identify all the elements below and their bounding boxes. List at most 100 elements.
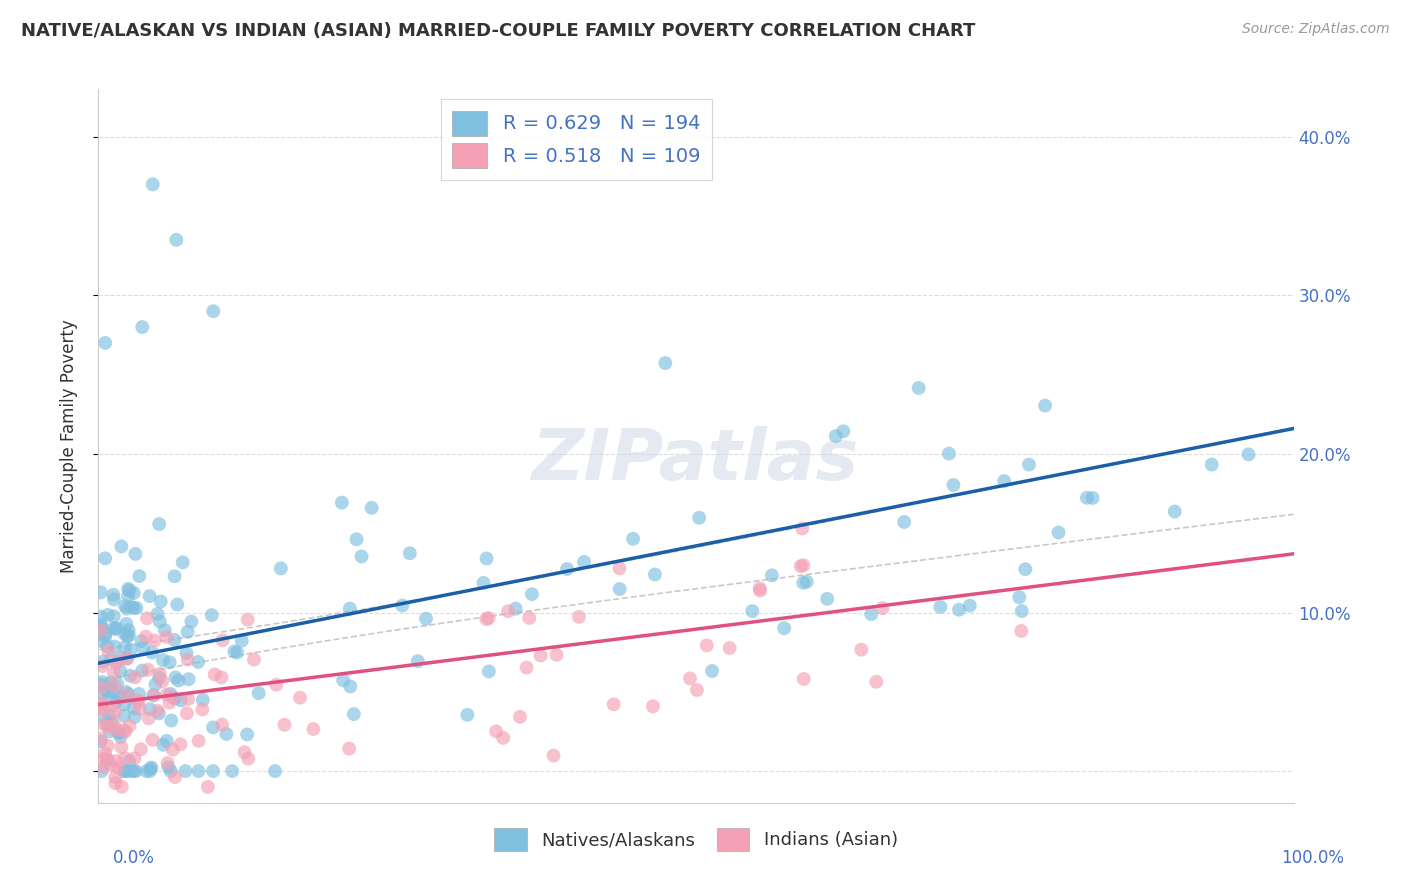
Point bbox=[104, 706, 127, 720]
Point bbox=[94, 683, 117, 698]
Point bbox=[202, 720, 225, 734]
Point bbox=[159, 764, 181, 778]
Point bbox=[360, 500, 382, 515]
Point bbox=[938, 447, 960, 461]
Point bbox=[492, 731, 515, 745]
Point bbox=[174, 764, 197, 778]
Point bbox=[105, 621, 128, 635]
Point bbox=[90, 609, 112, 624]
Point bbox=[141, 732, 163, 747]
Point bbox=[115, 616, 138, 631]
Point bbox=[330, 496, 353, 510]
Point bbox=[163, 632, 186, 647]
Point bbox=[100, 652, 122, 666]
Point bbox=[415, 612, 437, 626]
Point bbox=[302, 722, 325, 736]
Point bbox=[187, 764, 209, 778]
Point bbox=[215, 727, 238, 741]
Point bbox=[157, 760, 180, 774]
Point bbox=[139, 764, 162, 778]
Point bbox=[96, 752, 118, 766]
Point bbox=[94, 630, 117, 644]
Point bbox=[202, 304, 225, 318]
Point bbox=[90, 734, 112, 748]
Point bbox=[948, 603, 970, 617]
Point bbox=[94, 712, 117, 726]
Point bbox=[176, 706, 198, 721]
Point bbox=[1201, 458, 1223, 472]
Point bbox=[94, 626, 117, 640]
Point bbox=[156, 734, 179, 748]
Point bbox=[146, 607, 169, 621]
Point bbox=[153, 624, 176, 638]
Point bbox=[90, 585, 112, 599]
Point bbox=[1081, 491, 1104, 505]
Point bbox=[149, 667, 172, 681]
Point bbox=[929, 599, 952, 614]
Point bbox=[108, 689, 131, 703]
Point bbox=[1164, 504, 1187, 518]
Point bbox=[100, 675, 122, 690]
Point bbox=[118, 754, 141, 768]
Point bbox=[247, 686, 270, 700]
Point bbox=[129, 742, 152, 756]
Point bbox=[187, 655, 209, 669]
Point bbox=[1014, 562, 1036, 576]
Point bbox=[231, 633, 253, 648]
Point bbox=[141, 760, 163, 774]
Point bbox=[125, 764, 148, 778]
Point bbox=[105, 689, 128, 703]
Point bbox=[686, 683, 709, 698]
Point bbox=[568, 610, 591, 624]
Point bbox=[149, 594, 172, 608]
Point bbox=[224, 644, 246, 658]
Legend: Natives/Alaskans, Indians (Asian): Natives/Alaskans, Indians (Asian) bbox=[486, 821, 905, 858]
Point bbox=[520, 587, 543, 601]
Point bbox=[91, 760, 114, 774]
Point bbox=[202, 764, 225, 778]
Point bbox=[942, 478, 965, 492]
Point bbox=[163, 691, 186, 706]
Point bbox=[688, 510, 710, 524]
Point bbox=[94, 747, 117, 761]
Point bbox=[118, 628, 141, 642]
Point bbox=[159, 696, 181, 710]
Point bbox=[136, 663, 159, 677]
Point bbox=[191, 693, 214, 707]
Point bbox=[115, 685, 138, 699]
Point bbox=[1008, 590, 1031, 604]
Point bbox=[815, 591, 838, 606]
Point bbox=[90, 678, 112, 692]
Point bbox=[114, 764, 136, 778]
Text: Source: ZipAtlas.com: Source: ZipAtlas.com bbox=[1241, 22, 1389, 37]
Point bbox=[131, 320, 153, 334]
Point bbox=[94, 551, 117, 566]
Point bbox=[621, 532, 644, 546]
Point bbox=[339, 601, 361, 615]
Point bbox=[679, 672, 702, 686]
Point bbox=[993, 474, 1015, 488]
Point bbox=[90, 620, 112, 634]
Point bbox=[516, 660, 538, 674]
Point bbox=[790, 559, 813, 574]
Point bbox=[391, 599, 413, 613]
Point bbox=[90, 634, 112, 648]
Point bbox=[96, 754, 118, 768]
Point bbox=[97, 607, 120, 622]
Point bbox=[270, 561, 292, 575]
Point bbox=[865, 674, 887, 689]
Point bbox=[110, 540, 132, 554]
Text: ZIPatlas: ZIPatlas bbox=[533, 425, 859, 495]
Point bbox=[475, 612, 498, 626]
Point bbox=[572, 555, 595, 569]
Point bbox=[120, 669, 142, 683]
Point bbox=[128, 702, 150, 716]
Point bbox=[478, 665, 501, 679]
Point bbox=[211, 633, 233, 648]
Point bbox=[226, 646, 249, 660]
Point bbox=[110, 730, 132, 744]
Point bbox=[90, 696, 112, 710]
Point bbox=[124, 751, 146, 765]
Point bbox=[167, 673, 190, 688]
Point bbox=[118, 719, 141, 733]
